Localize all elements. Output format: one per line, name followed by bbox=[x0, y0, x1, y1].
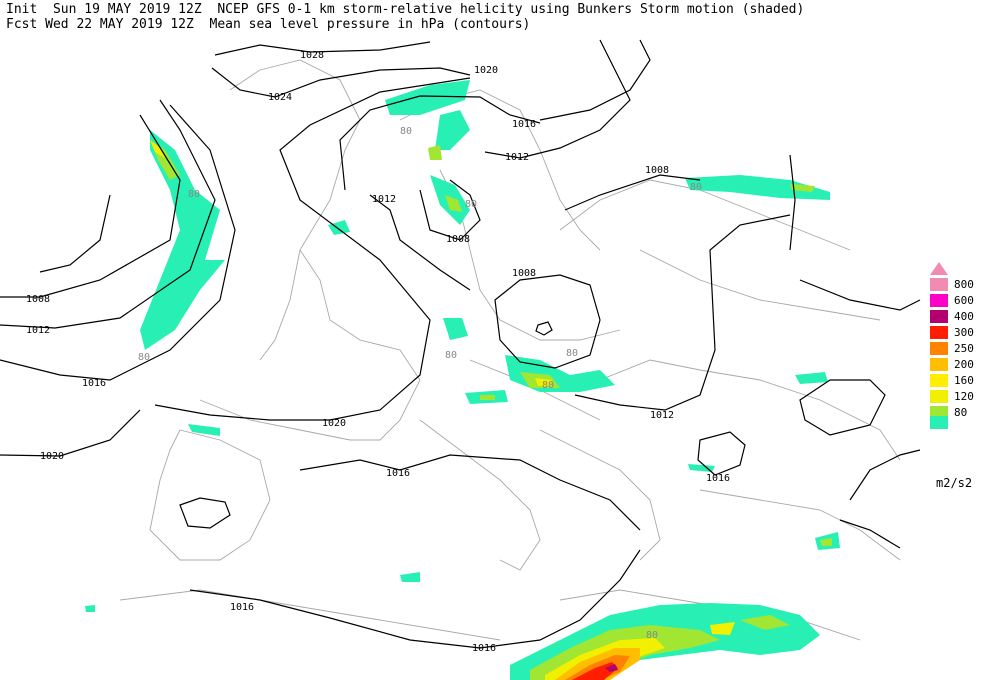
legend-swatch bbox=[930, 358, 948, 371]
isobar-label: 1008 bbox=[446, 234, 470, 245]
isobar-label: 1016 bbox=[706, 473, 730, 484]
isobar-label: 1020 bbox=[474, 65, 498, 76]
isobar-label: 1008 bbox=[512, 268, 536, 279]
legend-swatch bbox=[930, 342, 948, 355]
isobar-label: 1016 bbox=[386, 468, 410, 479]
isobar-labels: 1028 1024 1020 1020 1020 1016 1016 1016 … bbox=[26, 50, 730, 654]
triangle-icon bbox=[930, 262, 948, 275]
legend-swatch bbox=[930, 374, 948, 387]
legend-item: 400 bbox=[928, 308, 988, 324]
helicity-shading bbox=[85, 80, 840, 680]
isobar-label: 1016 bbox=[472, 643, 496, 654]
isobar-label: 1012 bbox=[26, 325, 50, 336]
helicity-label: 80 bbox=[646, 630, 658, 641]
legend-units: m2/s2 bbox=[936, 476, 973, 490]
isobar-label: 1020 bbox=[40, 451, 64, 462]
header-init-line: Init Sun 19 MAY 2019 12Z NCEP GFS 0-1 km… bbox=[6, 2, 805, 17]
isobar-label: 1020 bbox=[322, 418, 346, 429]
helicity-label: 80 bbox=[400, 126, 412, 137]
legend-item: 300 bbox=[928, 324, 988, 340]
legend-item: 120 bbox=[928, 388, 988, 404]
isobar-label: 1016 bbox=[82, 378, 106, 389]
isobar-label: 1016 bbox=[230, 602, 254, 613]
isobar-label: 1016 bbox=[512, 119, 536, 130]
color-legend: 800 600 400 300 250 200 160 120 80 bbox=[928, 262, 988, 436]
isobar-label: 1008 bbox=[26, 294, 50, 305]
legend-label: 400 bbox=[954, 310, 974, 323]
legend-swatch bbox=[930, 310, 948, 323]
isobar-label: 1012 bbox=[505, 152, 529, 163]
header-forecast-line: Fcst Wed 22 MAY 2019 12Z Mean sea level … bbox=[6, 17, 531, 32]
isobar-label: 1028 bbox=[300, 50, 324, 61]
isobar-label: 1008 bbox=[645, 165, 669, 176]
helicity-label: 80 bbox=[445, 350, 457, 361]
legend-item: 250 bbox=[928, 340, 988, 356]
coastlines bbox=[119, 59, 901, 641]
helicity-labels: 80 80 80 80 80 80 80 80 80 bbox=[138, 126, 702, 641]
isobar-label: 1012 bbox=[650, 410, 674, 421]
legend-label: 250 bbox=[954, 342, 974, 355]
legend-item: 600 bbox=[928, 292, 988, 308]
helicity-label: 80 bbox=[566, 348, 578, 359]
isobars bbox=[0, 39, 921, 649]
legend-label: 160 bbox=[954, 374, 974, 387]
legend-swatch bbox=[930, 406, 948, 419]
isobar-label: 1012 bbox=[372, 194, 396, 205]
legend-label: 200 bbox=[954, 358, 974, 371]
helicity-label: 80 bbox=[188, 189, 200, 200]
legend-item: 160 bbox=[928, 372, 988, 388]
helicity-label: 80 bbox=[542, 380, 554, 391]
legend-item: 200 bbox=[928, 356, 988, 372]
helicity-label: 80 bbox=[138, 352, 150, 363]
legend-label: 800 bbox=[954, 278, 974, 291]
legend-swatch bbox=[930, 278, 948, 291]
legend-item: 800 bbox=[928, 276, 988, 292]
legend-label: 80 bbox=[954, 406, 968, 419]
isobar-label: 1024 bbox=[268, 92, 292, 103]
legend-item: 80 bbox=[928, 404, 988, 420]
legend-label: 300 bbox=[954, 326, 974, 339]
legend-label: 120 bbox=[954, 390, 974, 403]
legend-swatch bbox=[930, 416, 948, 429]
legend-label: 600 bbox=[954, 294, 974, 307]
legend-swatch bbox=[930, 326, 948, 339]
helicity-label: 80 bbox=[465, 199, 477, 210]
legend-top-triangle bbox=[928, 262, 988, 276]
legend-base-swatch bbox=[928, 416, 988, 436]
legend-swatch bbox=[930, 390, 948, 403]
legend-swatch bbox=[930, 294, 948, 307]
helicity-label: 80 bbox=[690, 182, 702, 193]
